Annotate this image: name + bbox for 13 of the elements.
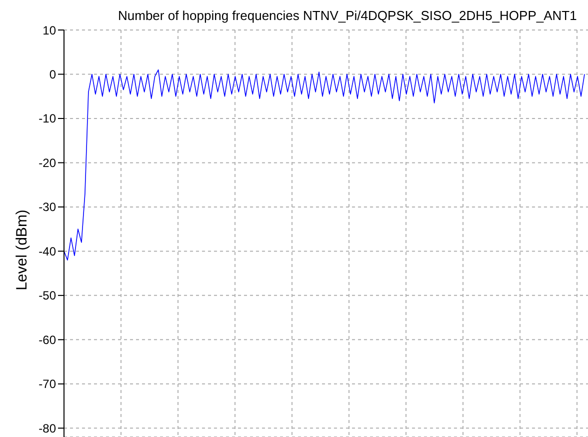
y-tick-label: -20 — [38, 156, 56, 170]
y-tick-label: -10 — [38, 112, 56, 126]
y-tick-label: -50 — [38, 288, 56, 303]
y-tick-label: -70 — [38, 377, 56, 392]
y-tick-label: -60 — [38, 332, 56, 347]
y-tick-label: -80 — [38, 421, 56, 436]
y-tick-label: -30 — [38, 200, 56, 214]
y-axis-title: Level (dBm) — [14, 210, 30, 290]
y-tick-label: 10 — [42, 23, 56, 38]
chart-title: Number of hopping frequencies NTNV_Pi/4DQPSK_SISO_2DH5_HOPP_ANT1 — [118, 8, 577, 23]
line-series — [64, 69, 585, 260]
y-tick-label: 0 — [49, 68, 56, 82]
y-tick-label: -40 — [38, 244, 56, 258]
